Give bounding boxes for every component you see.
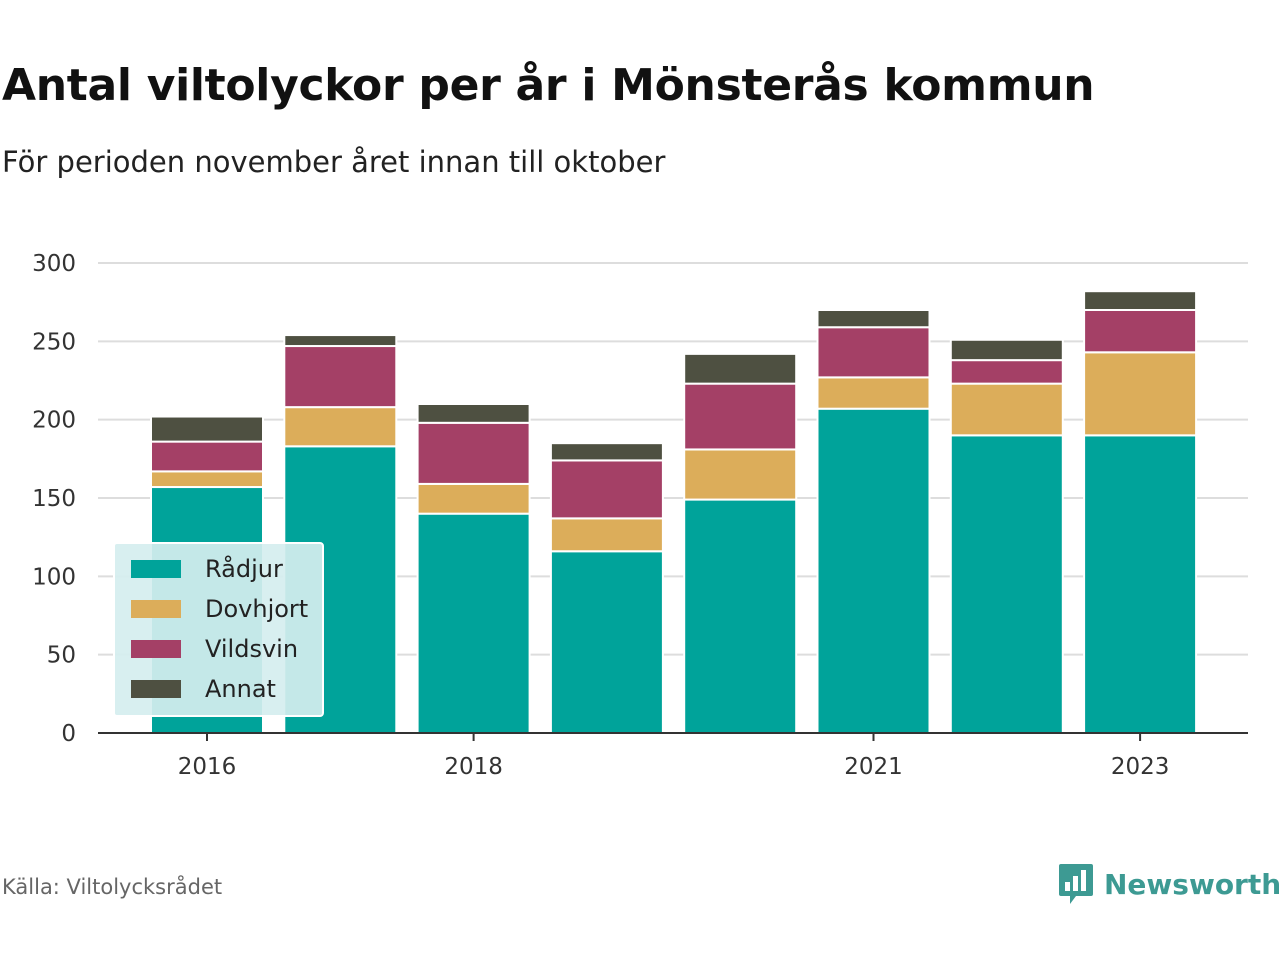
bar-dovhjort-2016 [150,470,264,489]
bar-dovhjort-2023 [1083,351,1198,437]
y-tick-label: 100 [32,564,76,590]
bar-rdjur-2020 [683,498,798,735]
bar-annat-2023 [1083,290,1198,312]
bar-annat-2018 [416,403,531,424]
legend-swatch-radjur [131,560,181,578]
x-tick-label: 2023 [1111,754,1170,780]
bar-vildsvin-2022 [949,359,1064,385]
bar-vildsvin-2016 [150,440,264,473]
legend-item-dovhjort: Dovhjort [131,594,308,624]
y-tick-label: 0 [61,721,76,747]
x-tick-label: 2018 [444,754,503,780]
bar-vildsvin-2023 [1083,309,1198,354]
brand-logo[interactable]: Newsworthy [1058,862,1280,906]
bar-annat-2016 [150,415,264,443]
bar-vildsvin-2019 [549,459,664,520]
legend-label-radjur: Rådjur [205,555,283,583]
x-axis-ticks: 2016 2018 2021 2023 [178,733,1170,780]
y-tick-label: 150 [32,486,76,512]
legend: Rådjur Dovhjort Vildsvin Annat [113,542,324,717]
y-tick-label: 250 [32,329,76,355]
bar-vildsvin-2020 [683,382,798,451]
legend-label-dovhjort: Dovhjort [205,595,309,623]
bar-rdjur-2022 [949,434,1064,734]
x-tick-label: 2021 [844,754,903,780]
bar-annat-2020 [683,352,798,385]
bar-annat-2021 [816,309,931,329]
bar-dovhjort-2017 [283,406,398,448]
chart-subtitle: För perioden november året innan till ok… [2,145,666,179]
bar-rdjur-2018 [416,512,531,735]
legend-item-annat: Annat [131,674,276,704]
legend-label-vildsvin: Vildsvin [205,635,299,663]
bar-annat-2019 [549,442,664,462]
brand-name: Newsworthy [1104,867,1280,901]
legend-label-annat: Annat [205,675,276,703]
chart-title: Antal viltolyckor per år i Mönsterås kom… [2,60,1095,111]
x-tick-label: 2016 [178,754,237,780]
bar-dovhjort-2020 [683,448,798,501]
y-axis-tick-labels: 0 50 100 150 200 250 300 [32,251,76,747]
legend-item-vildsvin: Vildsvin [131,634,298,664]
legend-swatch-dovhjort [131,600,181,618]
bar-vildsvin-2021 [816,326,931,379]
bar-dovhjort-2018 [416,482,531,515]
bar-dovhjort-2019 [549,517,664,553]
bar-dovhjort-2021 [816,376,931,410]
y-tick-label: 200 [32,408,76,434]
bar-rdjur-2023 [1083,434,1198,734]
bar-vildsvin-2017 [283,345,398,409]
legend-swatch-vildsvin [131,640,181,658]
bar-rdjur-2019 [549,550,664,734]
bar-dovhjort-2022 [949,382,1064,437]
bar-annat-2017 [283,334,398,348]
newsworthy-logo-icon [1059,864,1093,904]
y-tick-label: 50 [47,643,76,669]
source-note: Källa: Viltolycksrådet [2,875,223,899]
bar-annat-2022 [949,338,1064,362]
legend-swatch-annat [131,680,181,698]
bar-rdjur-2021 [816,407,931,734]
legend-item-radjur: Rådjur [131,554,283,584]
bar-vildsvin-2018 [416,421,531,485]
y-tick-label: 300 [32,251,76,277]
